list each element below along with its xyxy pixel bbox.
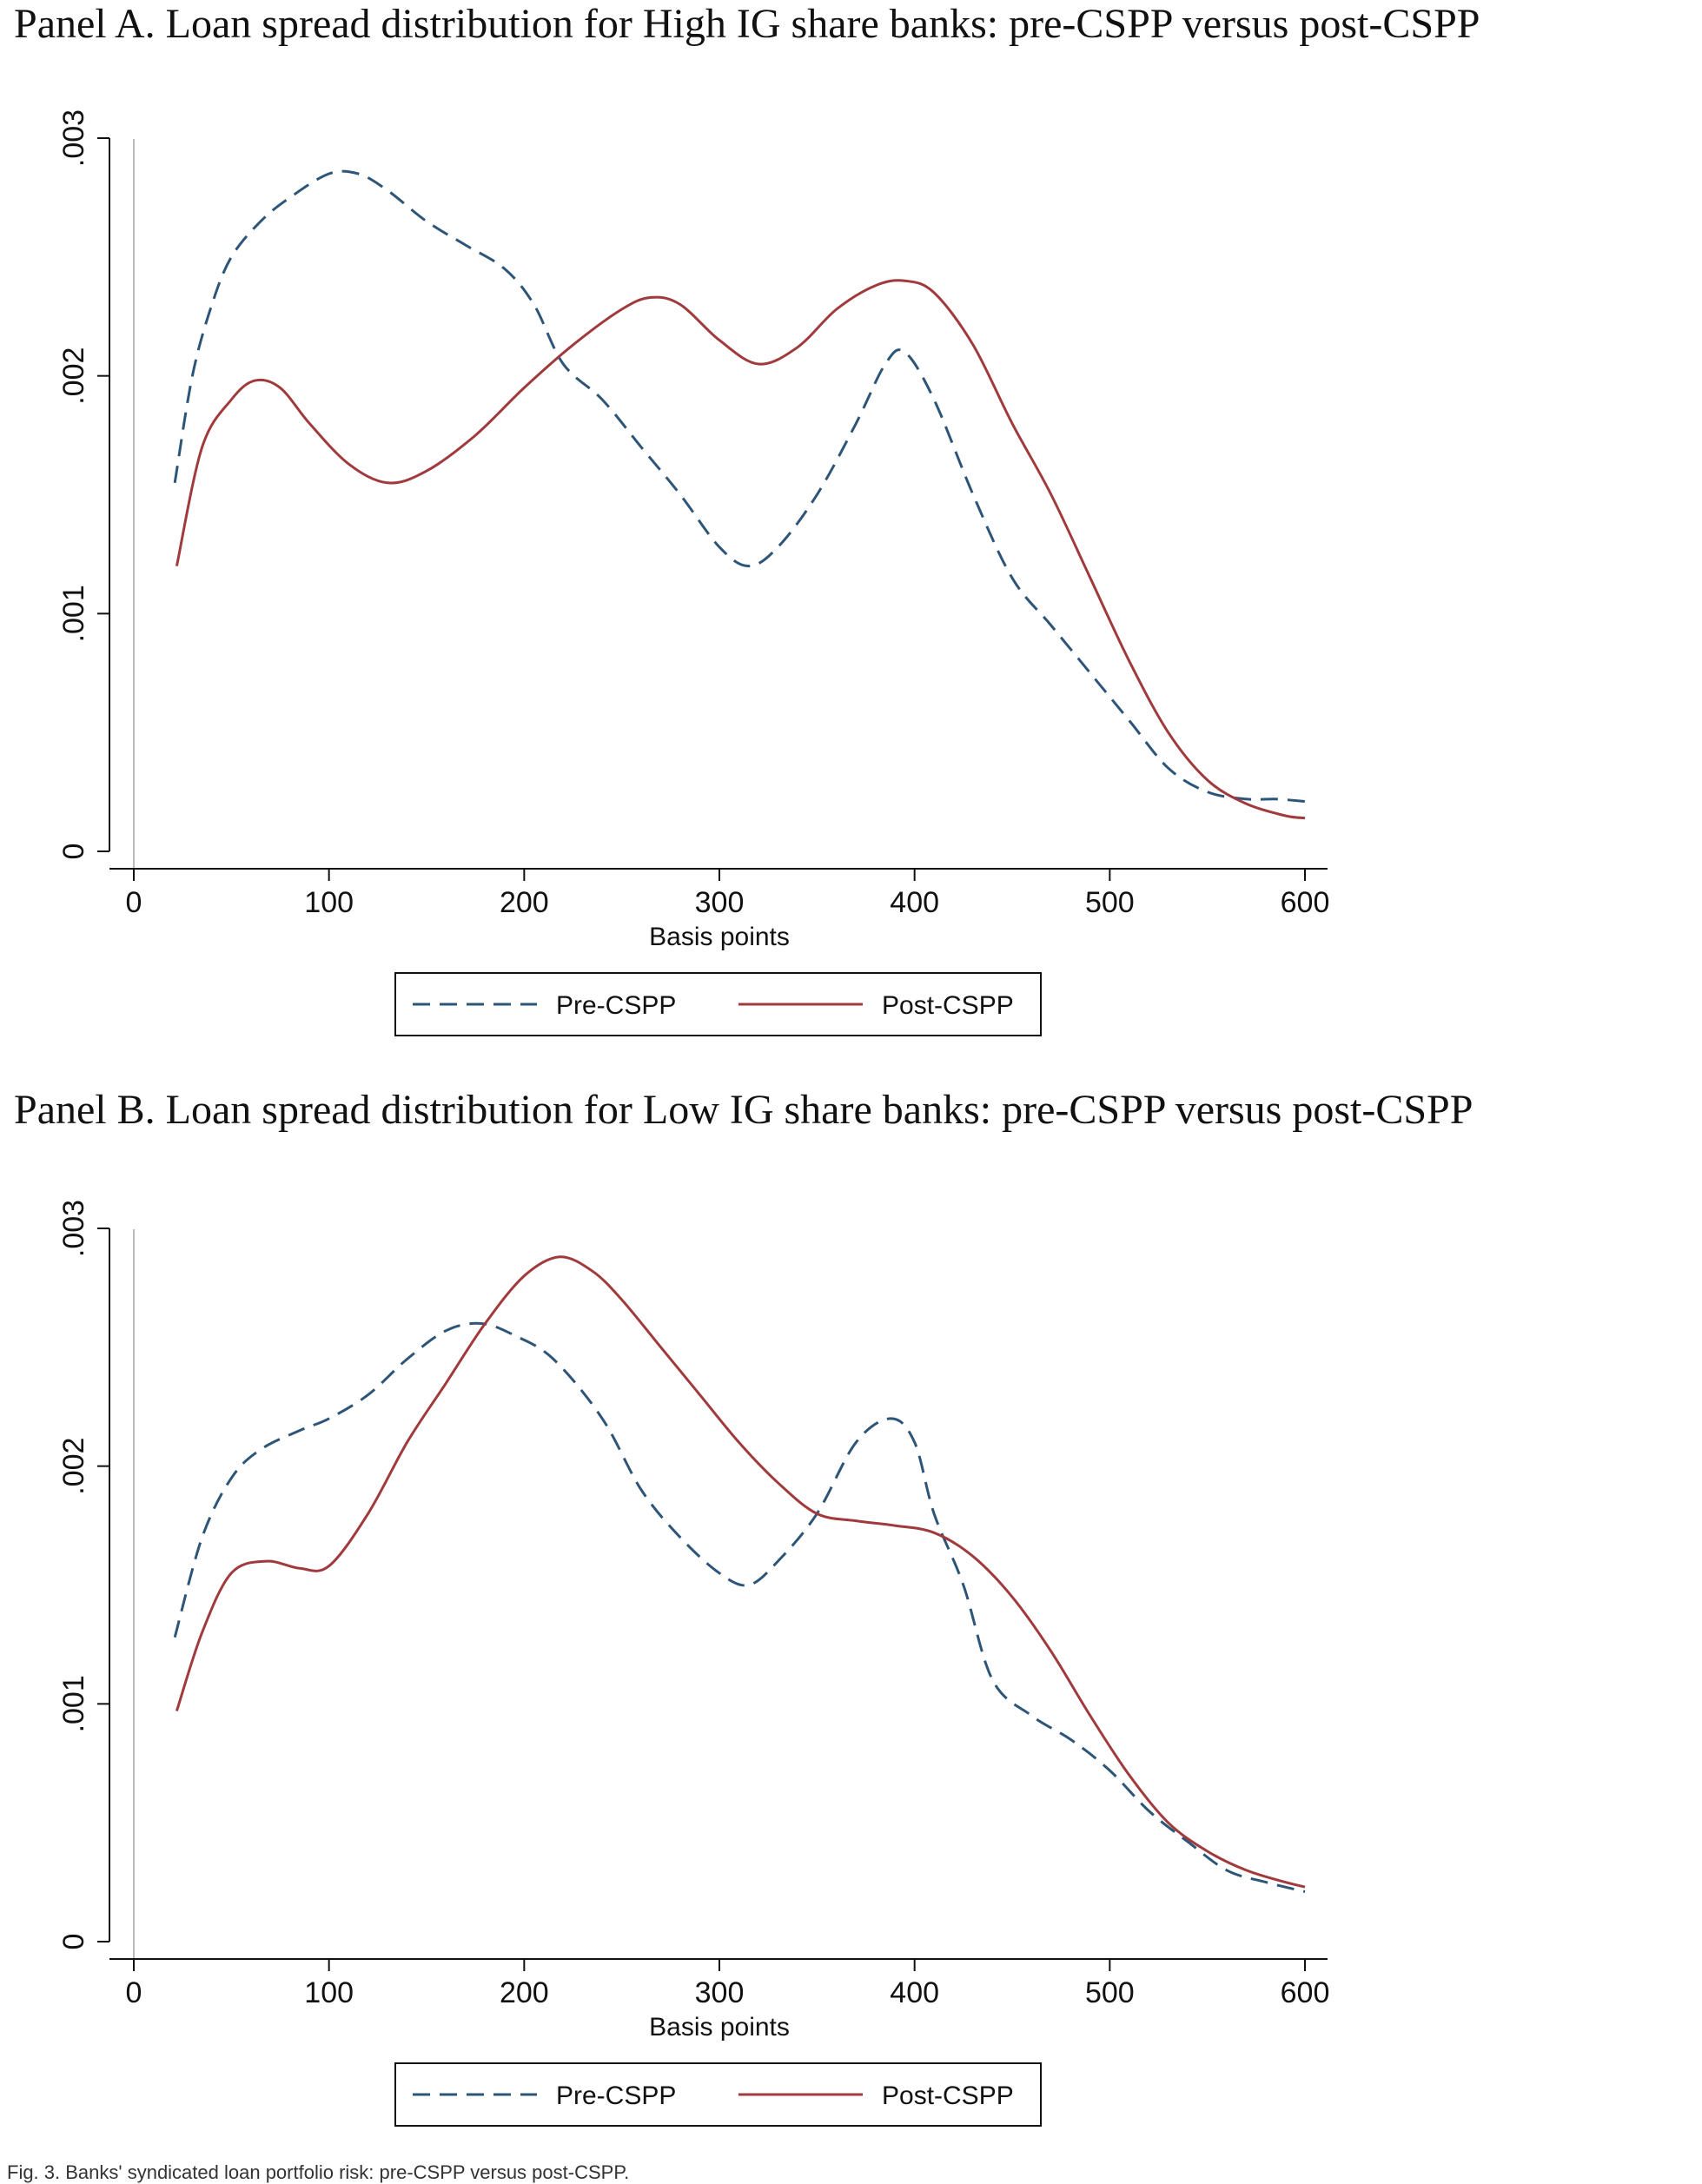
legend-label-post-cspp: Post-CSPP xyxy=(882,2081,1014,2110)
x-tick-label: 300 xyxy=(695,886,745,919)
x-tick-label: 500 xyxy=(1085,886,1135,919)
x-tick-label: 400 xyxy=(890,886,939,919)
x-tick-label: 600 xyxy=(1281,1976,1330,2009)
legend: Pre-CSPP Post-CSPP xyxy=(394,2062,1042,2127)
legend-label-pre-cspp: Pre-CSPP xyxy=(556,991,676,1020)
y-tick-label: .003 xyxy=(57,109,90,167)
plot-background xyxy=(0,1190,1364,2141)
x-axis-label: Basis points xyxy=(649,923,790,951)
x-tick-label: 500 xyxy=(1085,1976,1135,2009)
y-tick-label: .002 xyxy=(57,1438,90,1495)
x-tick-label: 200 xyxy=(500,1976,549,2009)
series-line-pre-cspp xyxy=(173,169,1306,803)
series-line-post-cspp xyxy=(175,1255,1306,1889)
legend: Pre-CSPP Post-CSPP xyxy=(394,972,1042,1036)
x-tick-label: 100 xyxy=(304,1976,354,2009)
y-tick-label: 0 xyxy=(57,844,90,860)
panel-b-title: Panel B. Loan spread distribution for Lo… xyxy=(14,1087,1474,1133)
y-tick-label: 0 xyxy=(57,1934,90,1950)
legend-label-pre-cspp: Pre-CSPP xyxy=(556,2081,676,2110)
x-tick-label: 0 xyxy=(126,1976,142,2009)
series-line-post-cspp xyxy=(175,279,1306,820)
plot-background xyxy=(0,100,1364,1051)
x-tick-label: 600 xyxy=(1281,886,1330,919)
x-tick-label: 200 xyxy=(500,886,549,919)
panel-a-chart: 0 .001 .002 .003 0 100 200 300 400 500 600 Basis po… xyxy=(0,100,1364,1051)
x-tick-label: 100 xyxy=(304,886,354,919)
panel-a-title: Panel A. Loan spread distribution for Hi… xyxy=(14,1,1480,47)
y-tick-label: .001 xyxy=(57,585,90,642)
x-tick-label: 0 xyxy=(126,886,142,919)
legend-label-post-cspp: Post-CSPP xyxy=(882,991,1014,1020)
x-tick-label: 400 xyxy=(890,1976,939,2009)
series-line-pre-cspp xyxy=(173,1321,1306,1893)
y-tick-label: .001 xyxy=(57,1675,90,1732)
x-axis-label: Basis points xyxy=(649,2013,790,2042)
x-tick-label: 300 xyxy=(695,1976,745,2009)
y-tick-label: .002 xyxy=(57,347,90,405)
panel-b-chart: 0 .001 .002 .003 0 100 200 300 400 500 600 Basis po… xyxy=(0,1190,1364,2141)
y-tick-label: .003 xyxy=(57,1200,90,1257)
figure-caption: Fig. 3. Banks' syndicated loan portfolio… xyxy=(7,2161,630,2183)
